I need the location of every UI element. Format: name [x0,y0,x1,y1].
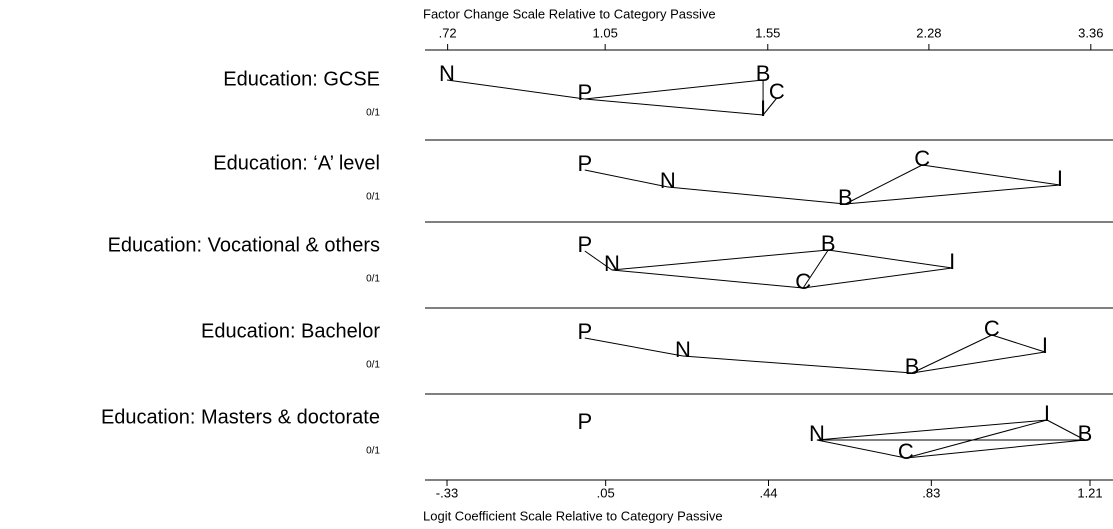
x-tick-label: -.33 [436,485,458,500]
link [584,98,764,116]
x-tick-label: .83 [922,485,940,500]
x2-axis-title: Factor Change Scale Relative to Category… [423,6,716,21]
point-letter: P [577,319,592,344]
link [912,351,1045,374]
link [584,250,613,271]
row-label: Education: ‘A’ level [213,152,380,174]
point-letter: C [898,439,914,464]
row-sublabel: 0/1 [366,360,380,371]
link [845,164,923,205]
x2-tick-label: 1.05 [593,25,618,40]
point-letter: B [756,61,771,86]
link [762,97,778,116]
point-letter: I [1044,401,1050,426]
point-letter: N [809,421,825,446]
link [802,249,829,289]
point-letter: N [675,337,691,362]
x-axis-title: Logit Coefficient Scale Relative to Cate… [423,508,723,523]
link [611,249,829,271]
link [845,184,1060,205]
row-label: Education: Vocational & others [108,234,380,256]
point-letter: B [821,231,836,256]
point-letter: I [949,249,955,274]
x-tick-label: .05 [597,485,615,500]
point-letter: I [1042,333,1048,358]
link [584,169,668,188]
x2-tick-label: 3.36 [1078,25,1103,40]
x2-tick-label: 1.55 [755,25,780,40]
link [682,355,913,374]
link [816,439,906,459]
row-sublabel: 0/1 [366,192,380,203]
x-tick-label: .44 [759,485,777,500]
point-letter: P [577,80,592,105]
point-letter: C [914,146,930,171]
point-letter: N [439,61,455,86]
point-letter: N [660,168,676,193]
link [667,186,846,205]
link [905,439,1086,459]
point-letter: C [795,269,811,294]
row-label: Education: Masters & doctorate [101,406,380,428]
row-sublabel: 0/1 [366,446,380,457]
point-letter: P [577,232,592,257]
link [991,334,1046,353]
link [584,79,764,100]
point-letter: P [577,409,592,434]
point-letter: I [760,96,766,121]
link [911,334,993,374]
link [611,269,804,289]
point-letter: P [577,151,592,176]
link [905,419,1048,459]
point-letter: C [984,316,1000,341]
row-sublabel: 0/1 [366,108,380,119]
point-letter: C [769,79,785,104]
link [828,249,953,269]
row-sublabel: 0/1 [366,274,380,285]
row-label: Education: GCSE [223,68,380,90]
link [584,337,683,357]
link [922,164,1061,186]
point-letter: B [905,354,920,379]
link [1046,419,1086,441]
link [803,267,953,289]
row-label: Education: Bachelor [201,320,380,342]
link [816,419,1048,441]
x2-tick-label: .72 [439,25,457,40]
point-letter: I [1057,166,1063,191]
x2-tick-label: 2.28 [916,25,941,40]
point-letter: B [1078,421,1093,446]
x-tick-label: 1.21 [1077,485,1102,500]
link [446,79,585,100]
point-letter: B [838,185,853,210]
point-letter: N [604,251,620,276]
